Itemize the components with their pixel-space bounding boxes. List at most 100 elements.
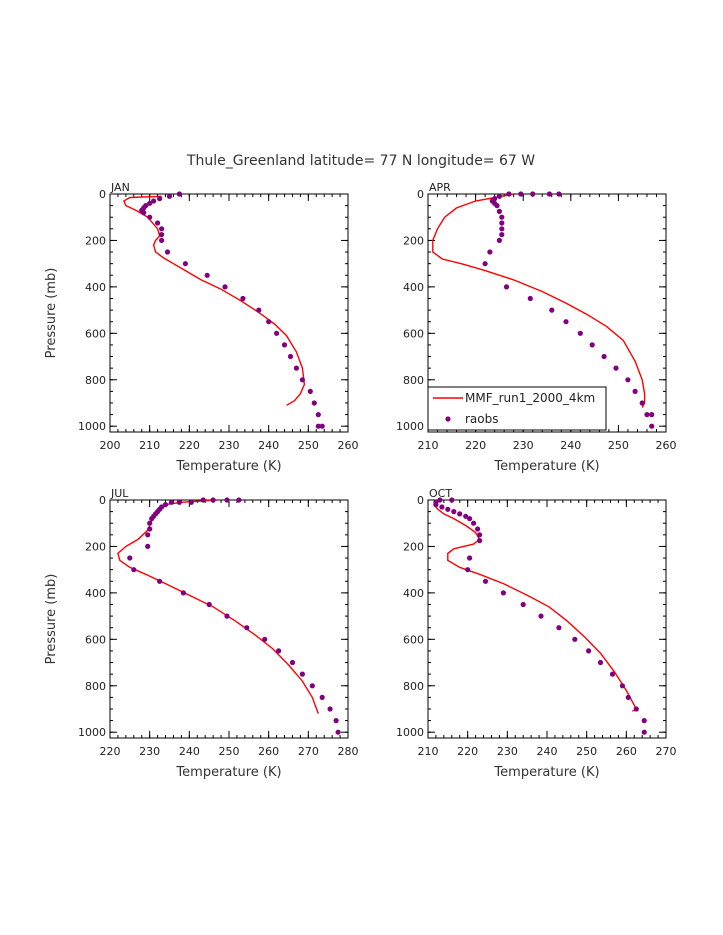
- y-tick-label: 800: [403, 374, 424, 387]
- obs-point: [625, 377, 631, 383]
- y-tick-label: 600: [85, 327, 106, 340]
- y-tick-label: 0: [99, 188, 106, 201]
- x-tick-label: 220: [100, 745, 121, 758]
- obs-point: [451, 509, 457, 515]
- obs-point: [127, 555, 133, 561]
- obs-point: [649, 412, 655, 418]
- obs-point: [266, 319, 272, 325]
- obs-point: [477, 532, 483, 538]
- plot-frame: [109, 193, 349, 433]
- obs-point: [293, 365, 299, 371]
- obs-point: [641, 718, 647, 724]
- y-tick-label: 400: [403, 281, 424, 294]
- x-axis-label: Temperature (K): [493, 459, 599, 474]
- obs-point: [471, 520, 477, 526]
- obs-point: [487, 249, 493, 255]
- obs-point: [477, 538, 483, 544]
- obs-point: [327, 706, 333, 712]
- obs-point: [613, 365, 619, 371]
- obs-point: [500, 590, 506, 596]
- obs-point: [538, 613, 544, 619]
- obs-point: [609, 671, 616, 677]
- obs-point: [546, 191, 553, 197]
- y-tick-label: 200: [403, 234, 424, 247]
- obs-point: [240, 295, 246, 302]
- obs-point: [159, 237, 165, 243]
- panel-label: APR: [429, 181, 451, 194]
- x-tick-label: 250: [298, 439, 319, 452]
- x-tick-label: 220: [457, 745, 478, 758]
- x-tick-label: 230: [513, 439, 534, 452]
- y-tick-label: 1000: [78, 420, 106, 433]
- y-tick-label: 800: [403, 680, 424, 693]
- obs-point: [506, 191, 512, 197]
- x-tick-label: 240: [537, 745, 558, 758]
- obs-point: [168, 499, 175, 505]
- obs-point: [644, 412, 650, 418]
- obs-point: [166, 193, 173, 199]
- obs-point: [162, 502, 169, 508]
- obs-point: [439, 504, 445, 510]
- panel-apr: 210 220 230 240 250 260 0 200 400 600 800 1000 APR Te…: [396, 181, 677, 474]
- x-tick-label: 230: [139, 745, 160, 758]
- y-axis-label: Pressure (mb): [44, 268, 59, 359]
- legend-obs-marker: [445, 416, 451, 422]
- obs-point: [276, 648, 282, 654]
- obs-point: [281, 342, 288, 348]
- y-tick-label: 600: [403, 633, 424, 646]
- obs-point: [200, 497, 206, 503]
- obs-point: [256, 307, 262, 313]
- panel-label: OCT: [429, 487, 452, 500]
- panel-label: JUL: [110, 487, 129, 500]
- obs-point: [311, 400, 317, 406]
- x-tick-label: 270: [656, 745, 677, 758]
- obs-point: [520, 601, 526, 608]
- obs-point: [147, 200, 153, 206]
- obs-point: [147, 526, 153, 532]
- obs-point: [210, 497, 216, 503]
- obs-point: [224, 497, 230, 503]
- y-tick-label: 800: [85, 374, 106, 387]
- obs-point: [206, 601, 212, 608]
- obs-point: [176, 499, 182, 505]
- y-tick-label: 600: [85, 633, 106, 646]
- y-tick-label: 600: [403, 327, 424, 340]
- x-tick-label: 240: [179, 745, 200, 758]
- figure-title: Thule_Greenland latitude= 77 N longitude…: [186, 153, 535, 169]
- obs-point: [222, 284, 228, 290]
- obs-point: [309, 683, 315, 689]
- x-tick-label: 200: [100, 439, 121, 452]
- obs-point: [151, 198, 157, 204]
- x-tick-label: 210: [418, 439, 439, 452]
- y-tick-label: 800: [85, 680, 106, 693]
- legend-obs-label: raobs: [465, 412, 499, 426]
- obs-point: [299, 671, 305, 677]
- obs-point: [164, 249, 171, 255]
- obs-point: [180, 590, 186, 596]
- obs-point: [445, 506, 451, 512]
- obs-point: [556, 625, 562, 631]
- x-axis-label: Temperature (K): [175, 765, 281, 780]
- obs-point: [319, 694, 325, 701]
- model-line-jan: [123, 195, 306, 406]
- obs-point: [496, 208, 502, 214]
- obs-point: [224, 613, 230, 619]
- obs-point: [159, 232, 165, 238]
- x-axis-label: Temperature (K): [175, 459, 281, 474]
- obs-point: [494, 203, 500, 209]
- obs-point: [641, 729, 647, 735]
- x-tick-label: 280: [338, 745, 359, 758]
- obs-point: [503, 284, 510, 290]
- obs-point: [499, 220, 505, 226]
- obs-point: [467, 555, 473, 561]
- panel-label: JAN: [110, 181, 130, 194]
- model-line-oct: [433, 504, 638, 712]
- obs-point: [556, 191, 562, 197]
- obs-point: [449, 497, 455, 503]
- obs-point: [287, 353, 294, 360]
- obs-point: [299, 377, 305, 383]
- obs-point: [236, 497, 242, 503]
- obs-point: [274, 330, 280, 336]
- obs-point: [530, 191, 536, 197]
